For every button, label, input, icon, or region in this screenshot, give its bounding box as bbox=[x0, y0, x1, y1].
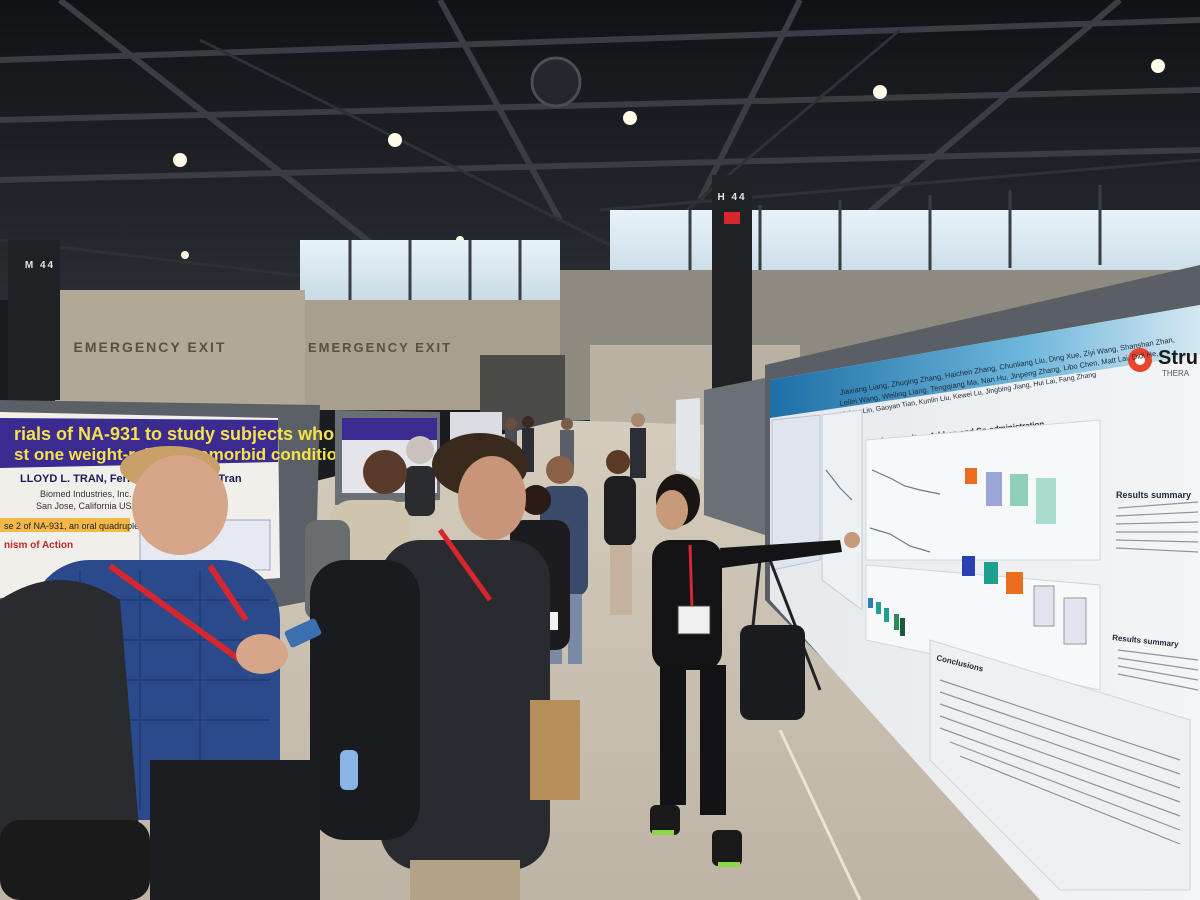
poster-bar-1 bbox=[965, 468, 977, 484]
right-column bbox=[712, 175, 752, 390]
right-poster-logo-text: Stru bbox=[1158, 347, 1198, 369]
clerestory-windows bbox=[300, 185, 1200, 300]
poster-bar-6 bbox=[984, 562, 998, 584]
poster-curve-2 bbox=[869, 527, 931, 553]
floor-line bbox=[778, 729, 862, 900]
column-label-left: M 44 bbox=[25, 260, 55, 271]
poster-bar-4 bbox=[1036, 478, 1056, 524]
poster-bar-8 bbox=[1033, 585, 1055, 627]
attendee-woman-walking bbox=[604, 450, 636, 615]
right-poster-logo-sub: THERA bbox=[1162, 369, 1190, 378]
left-back-wall bbox=[55, 290, 305, 410]
left-poster-affiliation2: San Jose, California USA bbox=[36, 501, 138, 511]
emergency-exit-sign-center: EMERGENCY EXIT bbox=[308, 340, 452, 355]
poster-curve-1 bbox=[871, 469, 941, 495]
shoulder-bag bbox=[0, 580, 140, 870]
water-bottle bbox=[340, 750, 358, 790]
column-red-tag bbox=[724, 212, 740, 224]
poster-bar-7 bbox=[1006, 572, 1023, 594]
poster-bar-9 bbox=[1063, 597, 1087, 645]
presenter-badge bbox=[677, 605, 711, 635]
ceiling-lights bbox=[173, 59, 1165, 259]
right-poster-board-back bbox=[704, 378, 765, 535]
poster-bar-3 bbox=[1010, 474, 1028, 506]
poster-bar-2 bbox=[986, 472, 1002, 506]
right-poster-results-summary: Results summary bbox=[1116, 490, 1191, 500]
left-column bbox=[8, 240, 60, 400]
attendee-quilted-jacket bbox=[310, 433, 580, 900]
black-backpack bbox=[310, 560, 420, 840]
rolling-bag bbox=[740, 559, 822, 720]
emergency-exit-sign-left: EMERGENCY EXIT bbox=[74, 339, 227, 355]
far-right-poster bbox=[676, 398, 700, 480]
left-poster-section2: nism of Action bbox=[4, 540, 73, 551]
paper-bag bbox=[530, 700, 580, 800]
attendee-plaid-shirt bbox=[0, 446, 322, 900]
poster-bar-5 bbox=[962, 556, 975, 576]
presenter bbox=[650, 474, 860, 867]
phone bbox=[284, 618, 322, 648]
ceiling-vent bbox=[530, 56, 582, 108]
left-poster-section1: se 2 of NA-931, an oral quadruple bbox=[4, 521, 139, 531]
right-poster: Stru THERA Jiaxiang Liang, Zhuqing Zhang… bbox=[770, 305, 1200, 900]
column-label: H 44 bbox=[717, 192, 746, 203]
left-poster-title-line1: rials of NA-931 to study subjects who ar… bbox=[14, 424, 423, 444]
attendee-grey-hair bbox=[405, 436, 435, 516]
left-poster-affiliation1: Biomed Industries, Inc. bbox=[40, 489, 132, 499]
